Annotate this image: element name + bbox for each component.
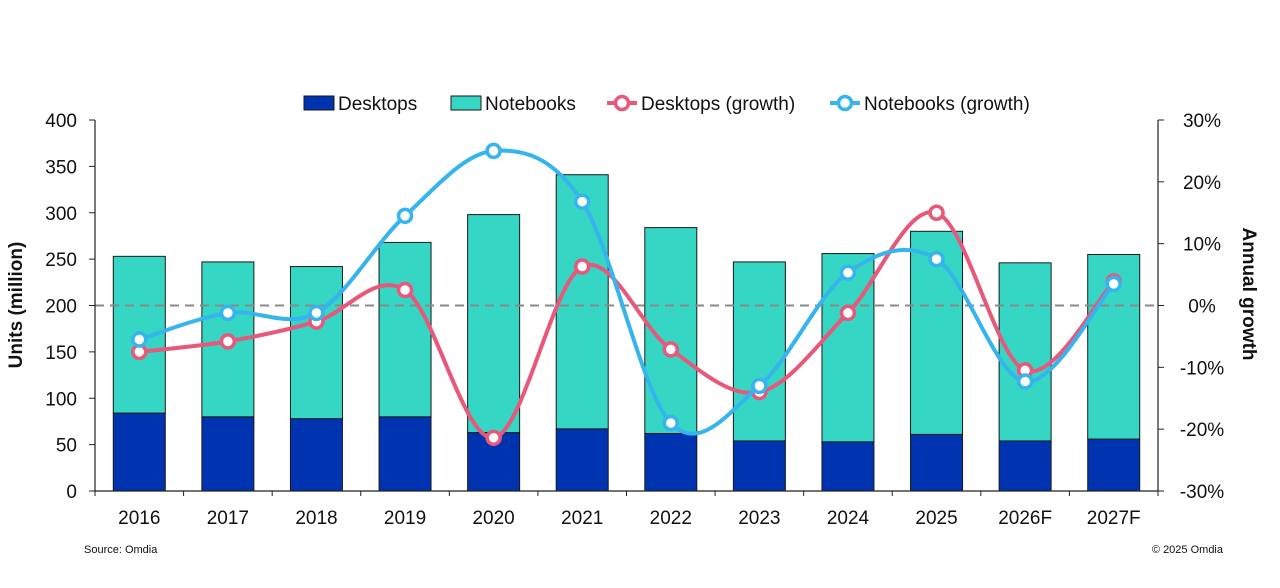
point-desktops-growth-2024 [839,304,857,322]
point-notebooks-growth-2027F [1105,275,1122,293]
x-tick-label: 2020 [472,508,514,529]
point-desktops-growth-2019 [396,281,414,299]
bar-desktops-2023 [732,440,786,492]
y-tick-label: 150 [45,343,77,364]
x-tick-label: 2027F [1087,508,1141,529]
point-notebooks-growth-2022 [662,414,680,432]
x-tick-label: 2021 [561,508,603,529]
point-notebooks-growth-2020 [485,142,502,160]
bar-desktops-2026F [998,440,1052,492]
point-notebooks-growth-2026F [1016,373,1034,390]
x-tick-label: 2022 [650,508,692,529]
bar-desktops-2016 [112,412,166,492]
x-tick-label: 2019 [384,508,426,529]
legend-marker-notebooks-growth [836,94,854,112]
y-tick-label: 400 [45,111,77,132]
point-notebooks-growth-2018 [308,304,325,322]
x-tick-label: 2024 [827,508,870,529]
line-desktops-growth [137,210,1116,440]
copyright-note: © 2025 Omdia [1152,544,1224,556]
y-tick-label: 250 [45,250,77,271]
bar-notebooks-2018 [289,266,343,420]
source-note: Source: Omdia [84,544,158,556]
y2-tick-label: 30% [1183,111,1221,132]
legend: Desktops Notebooks Desktops (growth) Notebo… [303,94,1030,115]
point-notebooks-growth-2017 [219,304,237,322]
y-tick-label: 100 [45,389,77,410]
y-tick-label: 200 [45,297,77,318]
x-tick-label: 2023 [738,508,780,529]
legend-label-desktops-growth: Desktops (growth) [641,94,795,115]
y2-axis-title: Annual growth [1238,228,1259,361]
point-desktops-growth-2020 [485,429,502,447]
point-notebooks-growth-2024 [839,264,857,281]
y-tick-label: 50 [56,436,77,457]
bar-desktops-2025 [910,433,964,492]
bar-notebooks-2024 [821,253,875,443]
bar-desktops-2024 [821,441,875,492]
legend-label-notebooks-growth: Notebooks (growth) [864,94,1030,115]
y2-tick-label: -30% [1180,482,1224,503]
bar-notebooks-2021 [555,174,609,430]
y-tick-label: 0 [66,482,77,503]
y-tick-label: 300 [45,204,77,225]
x-tick-label: 2018 [295,508,337,529]
bar-notebooks-2023 [732,261,786,442]
point-desktops-growth-2025 [928,204,945,221]
point-notebooks-growth-2016 [131,331,148,348]
point-notebooks-growth-2023 [751,377,768,395]
bar-desktops-2021 [555,428,609,492]
y2-tick-label: -20% [1180,420,1224,441]
legend-label-notebooks: Notebooks [485,94,576,115]
growth-lines [131,142,1122,447]
point-notebooks-growth-2019 [396,207,414,225]
y-tick-label: 350 [45,157,77,178]
bar-desktops-2022 [644,432,698,492]
axes: 0 50 100 150 200 250 300 350 400 -30% -20% -10% 0% 10… [45,111,1224,529]
legend-swatch-desktops [303,95,335,111]
x-tick-label: 2017 [207,508,249,529]
y2-tick-label: 0% [1188,297,1216,318]
bar-desktops-2027F [1087,438,1141,492]
bar-notebooks-2025 [910,230,964,435]
x-tick-label: 2025 [915,508,957,529]
bar-notebooks-2020 [467,214,521,434]
y2-tick-label: 10% [1183,235,1221,256]
bar-desktops-2018 [289,418,343,492]
point-desktops-growth-2021 [573,258,591,275]
y2-tick-label: 20% [1183,173,1221,194]
legend-swatch-notebooks [450,95,482,111]
legend-marker-desktops-growth [613,94,631,112]
legend-label-desktops: Desktops [338,94,417,115]
y2-tick-label: -10% [1180,358,1224,379]
point-notebooks-growth-2021 [573,193,591,210]
x-tick-label: 2026F [998,508,1052,529]
point-desktops-growth-2017 [219,333,237,350]
point-notebooks-growth-2025 [928,250,945,268]
bar-notebooks-2019 [378,241,432,418]
point-desktops-growth-2022 [662,341,680,358]
bar-desktops-2019 [378,416,432,492]
bar-desktops-2017 [201,416,255,492]
x-tick-label: 2016 [118,508,160,529]
y-axis-title: Units (million) [6,242,27,369]
